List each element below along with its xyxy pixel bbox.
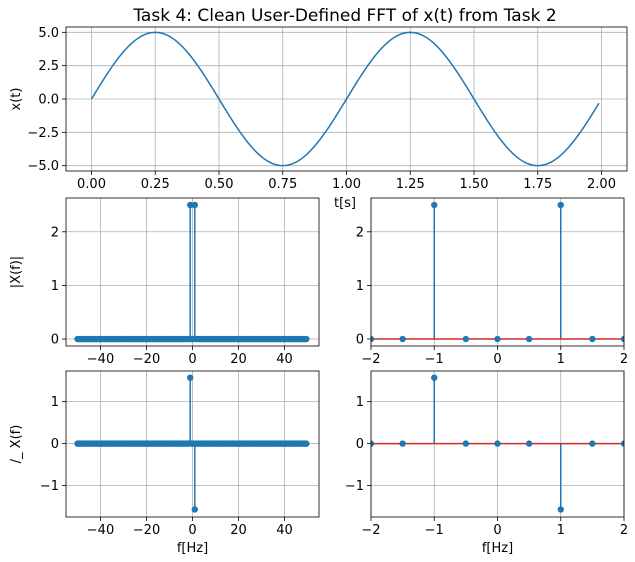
y-axis-label: x(t) (9, 88, 24, 111)
stem-marker (399, 440, 406, 447)
x-axis-label: f[Hz] (177, 541, 208, 556)
stem-marker (620, 440, 624, 447)
x-tick-label: 1.00 (332, 177, 361, 192)
stem-marker (431, 374, 438, 381)
stem-marker (20, 336, 26, 342)
chart-title: Task 4: Clean User-Defined FFT of x(t) f… (132, 6, 556, 26)
signal-line (90, 31, 600, 167)
stem-marker (589, 335, 596, 343)
x-tick-label: 0 (493, 352, 501, 367)
plot-area (74, 201, 310, 343)
y-tick-label: 0.0 (38, 93, 59, 108)
stem-marker (187, 374, 194, 381)
x-tick-label: 0 (188, 352, 196, 367)
grid (370, 198, 625, 346)
y-tick-label: 1 (51, 395, 59, 410)
x-tick-label: 1 (557, 523, 565, 538)
x-tick-label: −20 (133, 523, 160, 538)
plot-area (336, 374, 624, 513)
x-tick-label: −2 (361, 352, 380, 367)
x-tick-label: 2 (620, 352, 628, 367)
y-axis-label: /_ X(f) (9, 425, 24, 464)
stem-marker (589, 440, 596, 447)
x-tick-label: 0.25 (141, 177, 170, 192)
x-tick-label: 40 (276, 523, 293, 538)
y-tick-label: −1 (345, 479, 364, 494)
stem-marker (525, 335, 533, 343)
stem-marker (371, 440, 375, 447)
x-tick-label: 40 (276, 352, 293, 367)
y-tick-label: −1 (40, 479, 59, 494)
x-tick-label: 1.25 (396, 177, 425, 192)
y-tick-label: 2.5 (38, 59, 59, 74)
stem-marker (371, 335, 375, 343)
y-tick-label: 2 (356, 225, 364, 240)
stem-marker (462, 335, 470, 343)
stem-marker (303, 440, 310, 447)
x-axis-label: t[s] (334, 196, 356, 211)
y-tick-label: 1 (356, 395, 364, 410)
stem-marker (303, 335, 310, 343)
x-tick-label: 0 (188, 523, 196, 538)
stem-marker (336, 440, 342, 446)
x-axis-label: f[Hz] (482, 541, 513, 556)
stem-marker (557, 201, 564, 209)
y-tick-label: 2 (51, 225, 59, 240)
stem-marker (620, 335, 624, 343)
plot-area (20, 201, 624, 343)
y-tick-label: 1 (51, 279, 59, 294)
x-tick-label: 1.75 (523, 177, 552, 192)
x-tick-label: 2 (620, 523, 628, 538)
x-tick-label: 20 (230, 523, 247, 538)
x-tick-label: 0.00 (77, 177, 106, 192)
y-tick-label: −2.5 (27, 126, 59, 141)
stem-marker (399, 335, 406, 343)
grid (66, 198, 319, 346)
x-tick-label: 2.00 (587, 177, 616, 192)
magnitude-plot-full: −40 −20 0 20 40 0 1 2 |X(f)| (9, 197, 320, 367)
y-tick-label: 0 (356, 437, 364, 452)
x-tick-label: −1 (425, 523, 444, 538)
stem-marker (336, 336, 342, 342)
phase-plot-zoom: −2 −1 0 1 2 1 0 −1 f[Hz] (336, 370, 628, 556)
x-tick-label: 1 (557, 352, 565, 367)
stem-marker (431, 201, 438, 209)
y-tick-label: 0 (51, 437, 59, 452)
x-tick-label: −20 (133, 352, 160, 367)
y-tick-label: 5.0 (38, 26, 59, 41)
stem-marker (525, 440, 533, 447)
stem-marker (557, 506, 564, 513)
stem-marker (494, 335, 501, 343)
stem-marker (191, 506, 198, 513)
phase-plot-full: −40 −20 0 20 40 1 0 −1 f[Hz] /_ X(f) (9, 370, 320, 556)
x-tick-label: 20 (230, 352, 247, 367)
x-tick-label: 1.50 (460, 177, 489, 192)
plot-area (74, 374, 310, 513)
y-tick-label: 0 (356, 333, 364, 348)
x-tick-label: −1 (425, 352, 444, 367)
x-tick-label: −40 (87, 352, 114, 367)
stem-marker (494, 440, 501, 447)
x-tick-label: 0.75 (268, 177, 297, 192)
plot-area (90, 31, 600, 167)
time-domain-plot: 0.00 0.25 0.50 0.75 1.00 1.25 1.50 1.75 2.00 5.0 2… (9, 26, 628, 211)
x-tick-label: 0.50 (205, 177, 234, 192)
x-tick-label: −2 (361, 523, 380, 538)
stem-marker (191, 201, 198, 209)
stem-marker (187, 201, 194, 209)
y-tick-label: 0 (51, 333, 59, 348)
y-tick-label: 1 (356, 279, 364, 294)
stem-marker (462, 440, 470, 447)
x-tick-label: 0 (493, 523, 501, 538)
x-tick-label: −40 (87, 523, 114, 538)
y-axis-label: |X(f)| (9, 256, 24, 288)
y-tick-label: −5.0 (27, 159, 59, 174)
